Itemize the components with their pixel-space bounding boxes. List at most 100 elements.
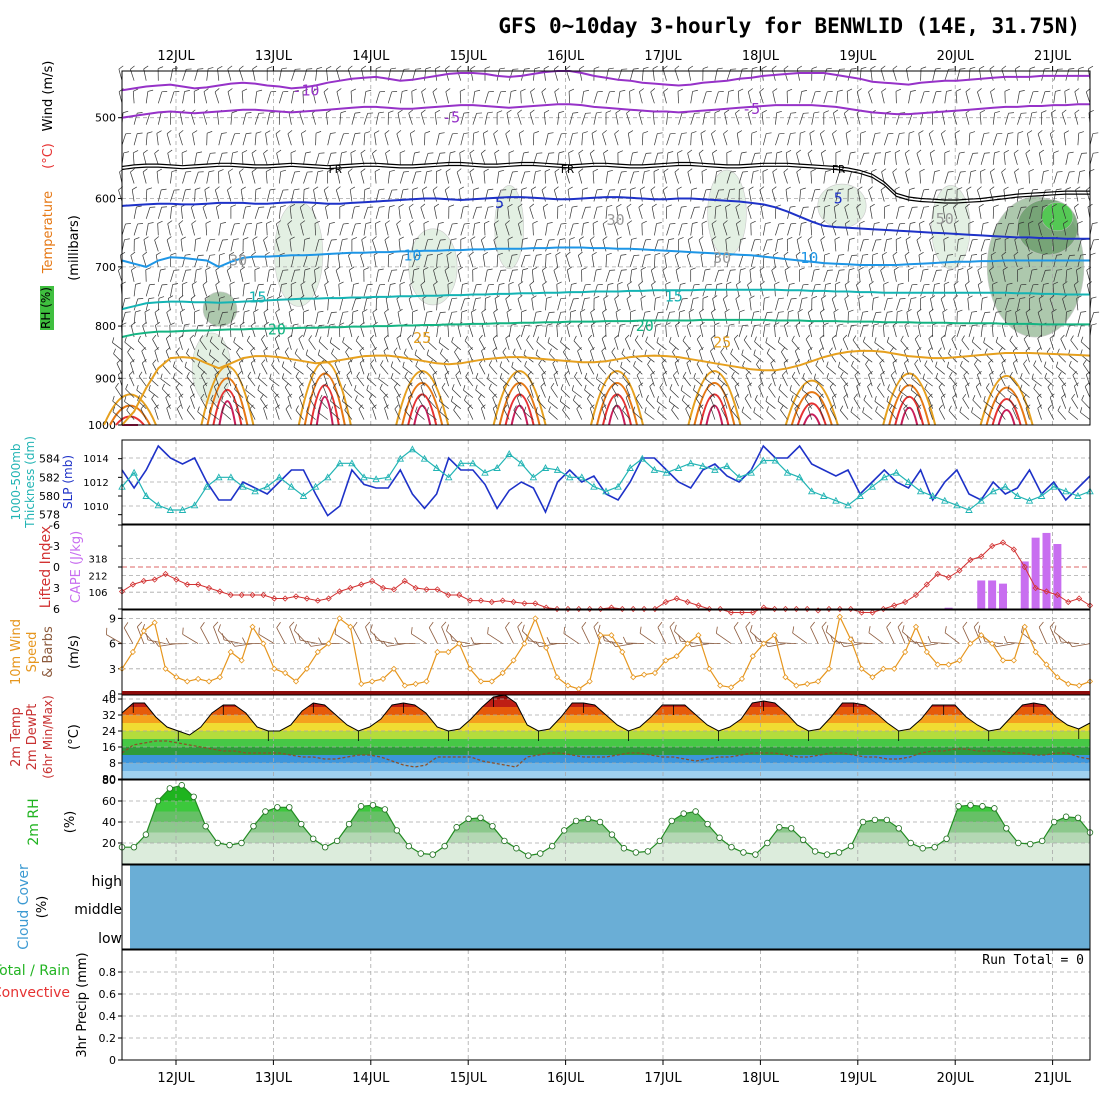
wind-barb-flag [148, 384, 151, 391]
date-label-bottom: 12JUL [157, 1071, 195, 1086]
wind-barb-flag [171, 205, 177, 208]
rh-shading [931, 185, 971, 270]
date-label-top: 19JUL [839, 49, 877, 64]
wind-barb-flag [166, 236, 172, 241]
wind-barb-flag [124, 337, 127, 343]
wind-barb-staff [242, 284, 245, 297]
wind-barb-flag [198, 171, 204, 173]
wind-barb-staff [121, 223, 126, 236]
wind-barb-flag [203, 88, 209, 92]
wind-barb-flag [137, 223, 144, 225]
wind-barb-staff [276, 223, 280, 236]
wind-barb-flag [161, 91, 168, 93]
wind-barb [142, 251, 148, 268]
wind-barb-staff [157, 223, 159, 236]
wind-barb-staff [295, 410, 304, 420]
wind-barb-flag [276, 220, 281, 225]
wind-barb [251, 321, 256, 338]
wind-barb-flag [287, 220, 293, 225]
wind-barb [167, 295, 174, 311]
wind-barb-flag [295, 68, 301, 70]
wind-barb-staff [278, 171, 282, 184]
wind-barb [285, 404, 292, 420]
temperature-contour-warm [997, 408, 1016, 426]
wind-barb [205, 267, 211, 282]
wind-barb [270, 383, 280, 398]
wind-barb [275, 308, 280, 325]
wind-barb [154, 404, 159, 420]
wind-barb [218, 323, 227, 338]
wind-barb [180, 236, 186, 252]
wind-barb-flag [217, 65, 223, 70]
wind-barb-flag [234, 133, 241, 135]
wind-barb-flag [239, 251, 245, 256]
wind-barb-flag [184, 361, 187, 368]
wind-barb-staff [314, 269, 316, 282]
wind-barb-staff [160, 378, 171, 387]
wind-barb-flag [304, 268, 311, 271]
date-label-bottom: 19JUL [839, 1071, 877, 1086]
wind-barb-flag [279, 252, 285, 256]
wind-barb-flag [204, 295, 210, 299]
wind-barb [182, 90, 190, 104]
wind-barb [288, 308, 294, 324]
wind-barb-staff [132, 91, 135, 104]
wind-barb-staff [180, 239, 183, 252]
wind-barb-staff [191, 223, 195, 236]
wind-barb-flag [192, 130, 198, 134]
wind-barb [291, 90, 299, 104]
wind-barb [309, 393, 316, 409]
wind-barb-staff [287, 338, 292, 350]
wind-barb-flag [222, 152, 228, 154]
wind-barb [287, 393, 293, 409]
wind-barb-staff [148, 389, 159, 398]
wind-barb-staff [229, 284, 232, 297]
wind-barb-flag [269, 111, 276, 114]
wind-barb [142, 168, 148, 184]
wind-barb [281, 373, 292, 387]
wind-barb-flag [189, 334, 194, 340]
wind-barb-staff [202, 284, 208, 297]
wind-barb-flag [222, 239, 228, 241]
temperature-contour-warm [206, 377, 249, 426]
wind-barb [205, 220, 211, 236]
wind-barb-flag [284, 347, 289, 353]
wind-barb [194, 171, 204, 184]
wind-barb-flag [274, 334, 280, 339]
wind-barb-staff [284, 387, 292, 398]
wind-barb-staff [311, 284, 316, 297]
wind-barb-staff [143, 239, 147, 252]
wind-barb-staff [303, 269, 306, 282]
wind-barb-flag [186, 405, 191, 411]
wind-barb [170, 189, 180, 202]
wind-barb-flag [281, 373, 285, 379]
wind-barb-flag [137, 298, 144, 300]
wind-barb-staff [131, 189, 135, 202]
wind-barb-staff [214, 91, 220, 104]
wind-barb-flag [166, 308, 172, 313]
date-label-top: 17JUL [644, 49, 682, 64]
wind-barb-staff [266, 189, 271, 202]
wind-barb-flag [316, 66, 323, 70]
temperature-contour-warm [882, 372, 937, 426]
wind-barb [298, 334, 304, 350]
wind-barb-staff [252, 239, 256, 252]
date-label-top: 21JUL [1034, 49, 1072, 64]
wind-barb-flag [225, 359, 231, 364]
wind-barb-flag [208, 67, 214, 70]
wind-barb-flag [281, 361, 285, 367]
wind-barb-staff [306, 365, 316, 375]
wind-barb-flag [323, 88, 329, 93]
wind-barb-flag [229, 252, 235, 256]
wind-barb-flag [215, 281, 221, 285]
wind-barb-flag [149, 206, 156, 208]
wind-barb-flag [220, 337, 224, 343]
wind-barb [241, 150, 248, 165]
temperature-contour-warm [888, 384, 931, 426]
wind-barb-staff [303, 239, 306, 252]
wind-barb [121, 311, 131, 324]
wind-barb [204, 295, 210, 311]
wind-barb-staff [206, 153, 211, 165]
wind-barb [266, 206, 276, 219]
wind-barb [161, 383, 171, 398]
